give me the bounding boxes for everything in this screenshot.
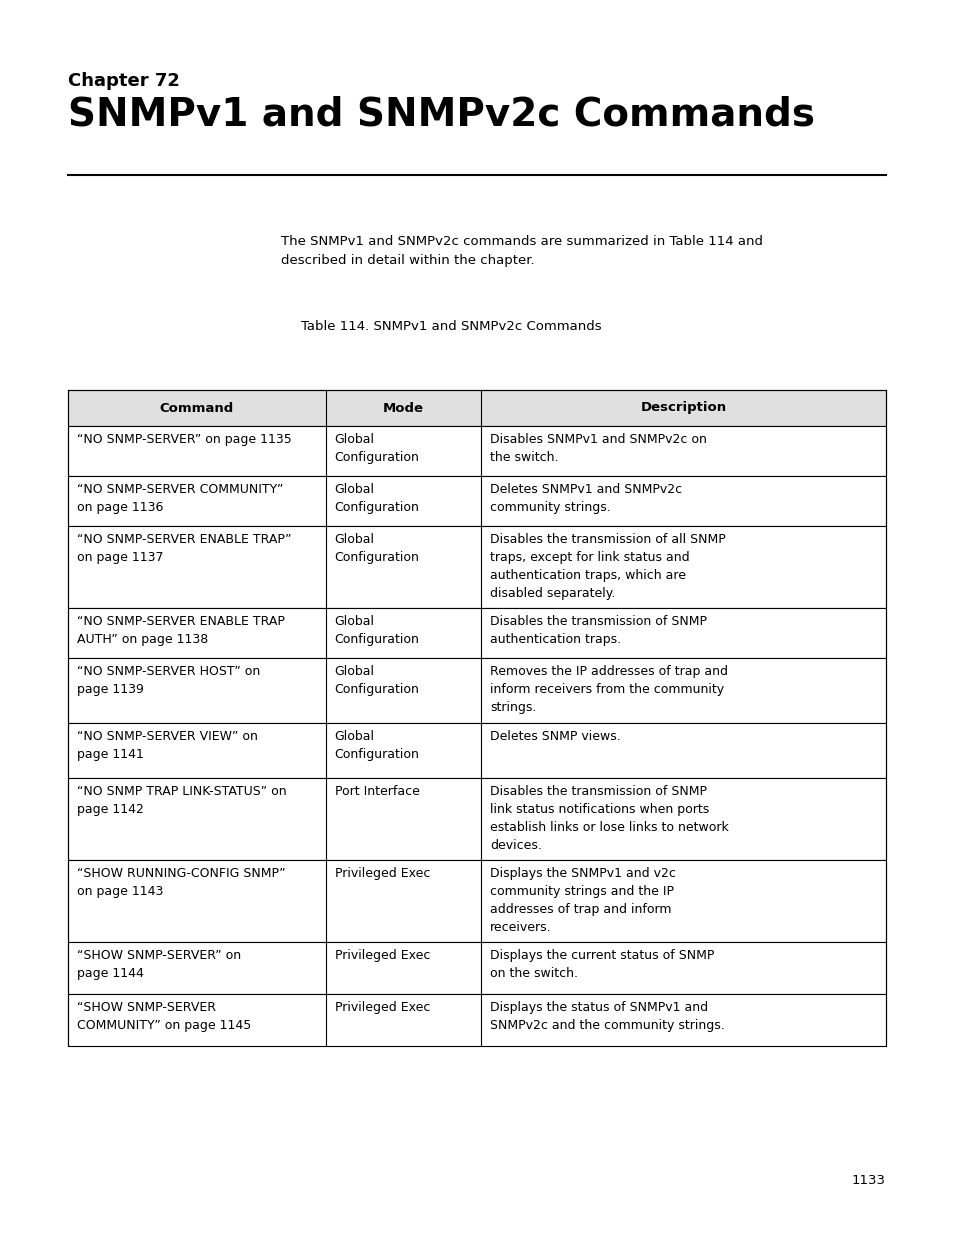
Bar: [68, 994, 885, 1046]
Text: Global
Configuration: Global Configuration: [335, 730, 419, 761]
Bar: [68, 860, 885, 942]
Text: Displays the current status of SNMP
on the switch.: Displays the current status of SNMP on t…: [490, 948, 714, 981]
Text: Chapter 72: Chapter 72: [68, 72, 180, 90]
Text: Privileged Exec: Privileged Exec: [335, 867, 430, 881]
Text: Disables SNMPv1 and SNMPv2c on
the switch.: Disables SNMPv1 and SNMPv2c on the switc…: [490, 433, 706, 464]
Text: Mode: Mode: [382, 401, 423, 415]
Text: Disables the transmission of SNMP
authentication traps.: Disables the transmission of SNMP authen…: [490, 615, 706, 646]
Text: “SHOW RUNNING-CONFIG SNMP”
on page 1143: “SHOW RUNNING-CONFIG SNMP” on page 1143: [77, 867, 285, 898]
Text: Global
Configuration: Global Configuration: [335, 615, 419, 646]
Text: Privileged Exec: Privileged Exec: [335, 1002, 430, 1014]
Text: Displays the status of SNMPv1 and
SNMPv2c and the community strings.: Displays the status of SNMPv1 and SNMPv2…: [490, 1002, 724, 1032]
Text: “NO SNMP TRAP LINK-STATUS” on
page 1142: “NO SNMP TRAP LINK-STATUS” on page 1142: [77, 785, 286, 816]
Text: Port Interface: Port Interface: [335, 785, 419, 798]
Bar: [68, 608, 885, 658]
Text: Global
Configuration: Global Configuration: [335, 483, 419, 514]
Bar: [68, 778, 885, 860]
Text: “SHOW SNMP-SERVER
COMMUNITY” on page 1145: “SHOW SNMP-SERVER COMMUNITY” on page 114…: [77, 1002, 251, 1032]
Text: “NO SNMP-SERVER ENABLE TRAP
AUTH” on page 1138: “NO SNMP-SERVER ENABLE TRAP AUTH” on pag…: [77, 615, 285, 646]
Text: Displays the SNMPv1 and v2c
community strings and the IP
addresses of trap and i: Displays the SNMPv1 and v2c community st…: [490, 867, 676, 934]
Text: “SHOW SNMP-SERVER” on
page 1144: “SHOW SNMP-SERVER” on page 1144: [77, 948, 241, 981]
Bar: [68, 390, 885, 426]
Bar: [68, 658, 885, 722]
Text: Disables the transmission of SNMP
link status notifications when ports
establish: Disables the transmission of SNMP link s…: [490, 785, 728, 852]
Text: “NO SNMP-SERVER” on page 1135: “NO SNMP-SERVER” on page 1135: [77, 433, 292, 446]
Text: Removes the IP addresses of trap and
inform receivers from the community
strings: Removes the IP addresses of trap and inf…: [490, 664, 727, 714]
Text: SNMPv1 and SNMPv2c Commands: SNMPv1 and SNMPv2c Commands: [68, 95, 814, 133]
Bar: [68, 526, 885, 608]
Text: Privileged Exec: Privileged Exec: [335, 948, 430, 962]
Bar: [68, 426, 885, 475]
Text: Table 114. SNMPv1 and SNMPv2c Commands: Table 114. SNMPv1 and SNMPv2c Commands: [300, 320, 600, 333]
Text: Global
Configuration: Global Configuration: [335, 664, 419, 697]
Text: “NO SNMP-SERVER COMMUNITY”
on page 1136: “NO SNMP-SERVER COMMUNITY” on page 1136: [77, 483, 283, 514]
Text: “NO SNMP-SERVER HOST” on
page 1139: “NO SNMP-SERVER HOST” on page 1139: [77, 664, 260, 697]
Text: Disables the transmission of all SNMP
traps, except for link status and
authenti: Disables the transmission of all SNMP tr…: [490, 534, 725, 600]
Bar: [68, 475, 885, 526]
Text: Command: Command: [159, 401, 233, 415]
Text: “NO SNMP-SERVER ENABLE TRAP”
on page 1137: “NO SNMP-SERVER ENABLE TRAP” on page 113…: [77, 534, 292, 564]
Text: Global
Configuration: Global Configuration: [335, 534, 419, 564]
Text: Deletes SNMP views.: Deletes SNMP views.: [490, 730, 620, 743]
Text: Global
Configuration: Global Configuration: [335, 433, 419, 464]
Text: 1133: 1133: [851, 1174, 885, 1187]
Text: Deletes SNMPv1 and SNMPv2c
community strings.: Deletes SNMPv1 and SNMPv2c community str…: [490, 483, 681, 514]
Text: Description: Description: [639, 401, 726, 415]
Text: The SNMPv1 and SNMPv2c commands are summarized in Table 114 and
described in det: The SNMPv1 and SNMPv2c commands are summ…: [281, 235, 762, 267]
Bar: [68, 722, 885, 778]
Bar: [68, 942, 885, 994]
Text: “NO SNMP-SERVER VIEW” on
page 1141: “NO SNMP-SERVER VIEW” on page 1141: [77, 730, 257, 761]
